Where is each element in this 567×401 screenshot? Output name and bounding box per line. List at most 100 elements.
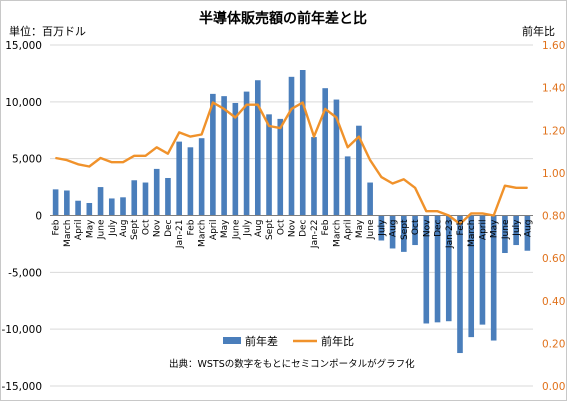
legend: 前年差 前年比: [223, 334, 354, 348]
bar: [108, 198, 115, 216]
category-label: June: [501, 219, 511, 240]
bar: [176, 141, 182, 216]
left-axis-tick-label: 0: [35, 211, 42, 223]
bar: [266, 114, 272, 216]
line-point: [324, 108, 326, 110]
line-point: [380, 176, 382, 178]
line-point: [459, 223, 461, 225]
bar: [210, 93, 216, 216]
bar: [389, 215, 396, 249]
bar: [120, 197, 126, 216]
bar: [333, 99, 340, 216]
right-axis-tick-label: 1.60: [542, 40, 565, 52]
bar: [412, 215, 418, 246]
line-point: [245, 104, 248, 106]
category-label: March: [198, 220, 208, 247]
bar: [513, 215, 519, 246]
category-label: Jan-23: [445, 220, 455, 250]
line-point: [414, 187, 416, 189]
bar: [468, 215, 475, 338]
bar: [232, 102, 239, 216]
line-point: [436, 210, 439, 212]
line-point: [66, 159, 68, 161]
line-point: [257, 104, 259, 106]
bar: [142, 182, 149, 216]
category-label: Oct: [141, 219, 151, 235]
line-point: [347, 146, 349, 148]
bar: [254, 80, 261, 216]
bar: [64, 190, 70, 216]
category-label: Jan-21: [175, 220, 185, 250]
line-point: [302, 101, 304, 104]
line-point: [279, 127, 281, 129]
category-label: July: [243, 219, 253, 237]
line-point: [99, 157, 102, 159]
bar: [243, 91, 250, 216]
right-axis-tick-label: 1.00: [542, 168, 565, 180]
chart-title: 半導体販売額の前年差と比: [199, 10, 367, 27]
category-label: May: [490, 219, 500, 238]
bar: [288, 76, 295, 216]
category-label: Aug: [389, 220, 399, 238]
right-axis-tick-label: 0.60: [542, 253, 565, 265]
right-axis-title: 前年比: [522, 24, 555, 38]
line-point: [212, 101, 214, 104]
category-label: Aug: [119, 220, 129, 238]
line-point: [358, 136, 360, 138]
category-label: Dec: [434, 219, 444, 236]
line-point: [481, 212, 484, 214]
right-axis-tick-label: 0.00: [542, 381, 565, 393]
right-axis-tick-label: 1.40: [542, 83, 565, 95]
left-axis-tick-label: 10,000: [5, 97, 42, 109]
bar: [490, 215, 497, 341]
line-point: [493, 214, 495, 217]
line-point: [234, 116, 236, 119]
left-axis-tick-label: -5,000: [8, 267, 42, 279]
bar: [378, 215, 385, 241]
line-point: [403, 178, 405, 180]
bar: [86, 202, 93, 216]
bar: [367, 182, 373, 216]
bar: [524, 215, 531, 251]
line-point: [448, 214, 450, 217]
category-label: Sept: [130, 219, 140, 240]
category-label: Jan-22: [310, 220, 320, 250]
category-label: May: [220, 219, 230, 238]
category-label: July: [108, 219, 118, 237]
bar: [153, 168, 160, 216]
bar: [479, 215, 486, 325]
bar: [445, 215, 452, 322]
right-axis-tick-label: 0.80: [542, 211, 565, 223]
left-axis-tick-label: -10,000: [1, 324, 42, 336]
category-label: June: [366, 219, 376, 240]
category-label: April: [209, 220, 219, 241]
left-axis-ticks: -15,000 -10,000 -5,000 0 5,000 10,000 15,000: [1, 40, 42, 393]
category-label: Oct: [411, 219, 421, 235]
category-label: March: [467, 220, 477, 247]
line-point: [313, 136, 315, 138]
category-label: Dec: [299, 219, 309, 236]
line-point: [167, 153, 169, 155]
category-axis-labels: Feb March April May June July Aug Sept Oct Nov Dec…: [52, 219, 534, 249]
bar: [131, 180, 138, 216]
bar: [423, 215, 430, 324]
bar: [187, 147, 194, 216]
category-label: Dec: [164, 219, 174, 236]
category-label: March: [63, 220, 73, 247]
line-point: [111, 161, 113, 163]
line-point: [526, 187, 528, 189]
legend-label-bar: 前年差: [245, 334, 278, 348]
line-point: [290, 108, 293, 110]
category-label: Nov: [153, 219, 163, 237]
bar: [97, 187, 104, 216]
category-label: April: [74, 220, 84, 241]
category-label: Sept: [400, 219, 410, 240]
source-note: 出典：WSTSの数字をもとにセミコンポータルがグラフ化: [169, 358, 415, 370]
line-point: [369, 159, 371, 161]
legend-label-line: 前年比: [321, 334, 354, 348]
line-point: [189, 136, 192, 138]
left-axis-unit: 単位：百万ドル: [9, 24, 86, 38]
line-point: [504, 185, 506, 187]
